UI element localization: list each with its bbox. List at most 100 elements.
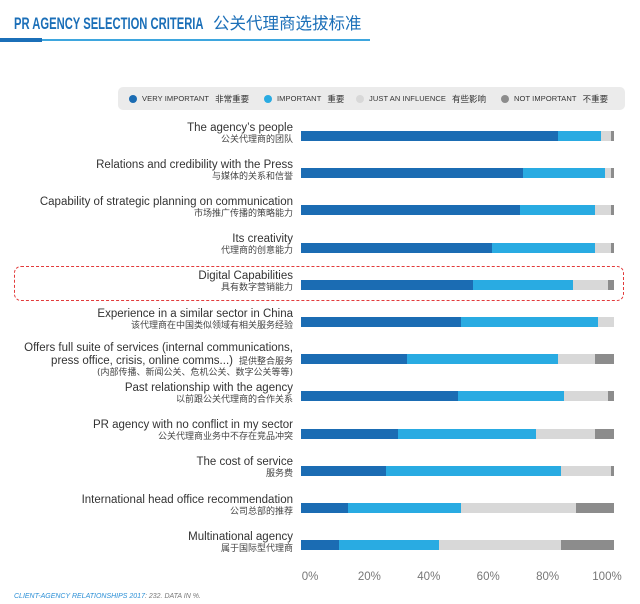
legend-label: IMPORTANT bbox=[277, 94, 322, 103]
bar-important-relations-and-credibility-with-t bbox=[523, 168, 605, 179]
bar-important-international-head-office-recomm bbox=[347, 503, 461, 513]
bar-just-an-influence-past-relationship-with-the-agenc bbox=[563, 391, 608, 402]
category-label-cn: 具有数字营销能力 bbox=[220, 283, 293, 294]
legend-swatch-very-important bbox=[129, 94, 137, 103]
bar-very-important-relations-and-credibility-with-t bbox=[301, 168, 524, 179]
bar-just-an-influence-international-head-office-recomm bbox=[460, 503, 577, 513]
bar-not-important-its-creativity bbox=[610, 242, 614, 253]
category-label-capability-of-strategic-planning: Capability of strategic planning on comm… bbox=[8, 196, 293, 220]
bar-important-multinational-agency bbox=[338, 540, 439, 551]
bar-not-important-relations-and-credibility-with-t bbox=[610, 168, 614, 179]
bar-important-digital-capabilities bbox=[473, 279, 574, 290]
category-label-relations-and-credibility-with-t: Relations and credibility with the Press… bbox=[8, 159, 293, 183]
title-underline bbox=[0, 39, 370, 41]
bar-just-an-influence-pr-agency-with-no-conflict-in-my bbox=[535, 428, 596, 439]
bar-important-experience-in-a-similar-sector-i bbox=[460, 317, 599, 327]
bar-very-important-its-creativity bbox=[301, 242, 492, 253]
bar-just-an-influence-the-cost-of-service bbox=[560, 465, 611, 476]
x-tick-label: 40% bbox=[417, 571, 441, 583]
legend-label-cn: 有些影响 bbox=[452, 94, 487, 105]
category-label-cn: 属于国际型代理商 bbox=[220, 543, 293, 554]
bar-very-important-past-relationship-with-the-agenc bbox=[301, 391, 458, 402]
category-label-experience-in-a-similar-sector-i: Experience in a similar sector in China 该… bbox=[8, 308, 293, 332]
category-label-past-relationship-with-the-agenc: Past relationship with the agency 以前跟公关代理… bbox=[8, 382, 293, 406]
category-label-en: The agency’s people bbox=[187, 121, 293, 134]
bar-just-an-influence-relations-and-credibility-with-t bbox=[604, 168, 611, 179]
bar-very-important-international-head-office-recomm bbox=[301, 503, 348, 513]
bar-not-important-pr-agency-with-no-conflict-in-my bbox=[595, 428, 614, 439]
legend-label: JUST AN INFLUENCE bbox=[369, 94, 446, 103]
chart-plot: The agency’s people 公关代理商的团队 Relations and… bbox=[8, 122, 624, 554]
bar-important-capability-of-strategic-planning bbox=[520, 205, 596, 216]
legend: VERY IMPORTANT 非常重要 IMPORTANT 重要 JUST AN INF… bbox=[118, 87, 625, 110]
bar-not-important-international-head-office-recomm bbox=[576, 503, 614, 513]
highlight-box-digital-capabilities bbox=[14, 265, 624, 301]
category-label-cn: 提供整合服务 bbox=[238, 356, 293, 367]
x-tick-label: 0% bbox=[301, 571, 319, 583]
category-label-cn: 公关代理商的团队 bbox=[220, 134, 293, 145]
category-label-en: Past relationship with the agency bbox=[124, 381, 293, 394]
x-tick-label: 80% bbox=[536, 571, 560, 583]
legend-label-cn: 不重要 bbox=[582, 94, 609, 105]
bar-not-important-digital-capabilities bbox=[607, 279, 614, 290]
bar-important-pr-agency-with-no-conflict-in-my bbox=[398, 428, 536, 439]
bar-important-the-cost-of-service bbox=[385, 465, 561, 476]
page-header: PR AGENCY SELECTION CRITERIA 公关代理商选拔标准 bbox=[0, 0, 380, 46]
bar-very-important-the-agency-s-people bbox=[301, 131, 558, 141]
x-tick-label: 100% bbox=[592, 571, 622, 583]
x-tick-label: 20% bbox=[357, 571, 381, 583]
category-label-international-head-office-recomm: International head office recommendation… bbox=[8, 494, 293, 518]
bar-important-the-agency-s-people bbox=[557, 131, 602, 141]
legend-item-very-important: VERY IMPORTANT 非常重要 bbox=[129, 87, 249, 110]
bar-very-important-the-cost-of-service bbox=[301, 465, 386, 476]
category-label-cn: 公司总部的推荐 bbox=[229, 506, 293, 517]
bar-important-offers-full-suite-of-services-in bbox=[407, 354, 558, 365]
source-note: : 232. DATA IN %. bbox=[144, 593, 201, 600]
category-label-the-agency-s-people: The agency’s people 公关代理商的团队 bbox=[8, 122, 293, 146]
legend-swatch-just-an-influence bbox=[356, 94, 364, 103]
category-label-cn: 市场推广传播的策略能力 bbox=[193, 208, 293, 219]
bar-just-an-influence-offers-full-suite-of-services-in bbox=[557, 354, 596, 365]
legend-label-cn: 重要 bbox=[327, 94, 345, 105]
legend-label-cn: 非常重要 bbox=[215, 94, 250, 105]
category-label-en: Capability of strategic planning on comm… bbox=[39, 195, 293, 208]
category-label-en: Digital Capabilities bbox=[198, 270, 293, 283]
bar-very-important-digital-capabilities bbox=[301, 279, 474, 290]
x-tick-label: 60% bbox=[476, 571, 500, 583]
bar-important-its-creativity bbox=[491, 242, 596, 253]
category-label-en: PR agency with no conflict in my sector bbox=[92, 419, 293, 432]
category-label-cn: 服务费 bbox=[265, 469, 293, 480]
category-label-the-cost-of-service: The cost of service 服务费 bbox=[8, 456, 293, 480]
bar-not-important-the-cost-of-service bbox=[610, 465, 614, 476]
category-label-pr-agency-with-no-conflict-in-my: PR agency with no conflict in my sector 公… bbox=[8, 419, 293, 443]
category-label-en: Its creativity bbox=[232, 233, 293, 246]
bar-not-important-offers-full-suite-of-services-in bbox=[595, 354, 614, 365]
category-label-its-creativity: Its creativity 代理商的创意能力 bbox=[8, 233, 293, 257]
category-label-cn: 公关代理商业务中不存在竞品冲突 bbox=[157, 432, 293, 443]
bar-just-an-influence-the-agency-s-people bbox=[601, 131, 611, 141]
category-label-digital-capabilities: Digital Capabilities 具有数字营销能力 bbox=[8, 270, 293, 294]
category-label-cn: 以前跟公关代理商的合作关系 bbox=[175, 394, 293, 405]
chart-title-cn: 公关代理商选拔标准 bbox=[213, 14, 362, 33]
bar-very-important-offers-full-suite-of-services-in bbox=[301, 354, 408, 365]
bar-very-important-pr-agency-with-no-conflict-in-my bbox=[301, 428, 399, 439]
bar-just-an-influence-its-creativity bbox=[595, 242, 611, 253]
bar-not-important-multinational-agency bbox=[560, 540, 614, 551]
source-footnote: CLIENT-AGENCY RELATIONSHIPS 2017: 232. D… bbox=[14, 592, 201, 601]
bar-just-an-influence-capability-of-strategic-planning bbox=[595, 205, 611, 216]
bar-important-past-relationship-with-the-agenc bbox=[457, 391, 564, 402]
legend-swatch-not-important bbox=[501, 94, 509, 103]
category-label-en: Relations and credibility with the Press bbox=[96, 158, 293, 171]
legend-label: NOT IMPORTANT bbox=[514, 94, 577, 103]
bar-very-important-experience-in-a-similar-sector-i bbox=[301, 317, 461, 327]
bar-just-an-influence-multinational-agency bbox=[438, 540, 561, 551]
bar-just-an-influence-experience-in-a-similar-sector-i bbox=[598, 317, 614, 327]
category-label-offers-full-suite-of-services-in: Offers full suite of services (internal … bbox=[8, 341, 293, 379]
bar-not-important-the-agency-s-people bbox=[610, 131, 614, 141]
source-title: CLIENT-AGENCY RELATIONSHIPS 2017 bbox=[14, 593, 145, 600]
chart-title: PR AGENCY SELECTION CRITERIA bbox=[14, 14, 204, 33]
legend-label: VERY IMPORTANT bbox=[142, 94, 210, 103]
category-label-cn-note: (内部传播、新闻公关、危机公关、数字公关等等) bbox=[96, 367, 293, 378]
legend-item-just-an-influence: JUST AN INFLUENCE 有些影响 bbox=[356, 87, 486, 110]
